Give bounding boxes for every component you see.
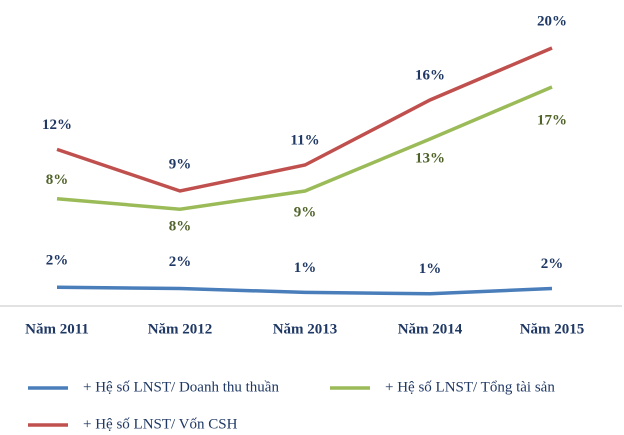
data-label: 8% xyxy=(169,219,192,235)
data-label: 1% xyxy=(419,261,442,277)
x-tick-label: Năm 2014 xyxy=(398,321,463,337)
data-label: 16% xyxy=(415,67,445,83)
data-label: 2% xyxy=(541,256,564,272)
data-label: 2% xyxy=(169,254,192,270)
data-label: 12% xyxy=(42,117,72,133)
series-line xyxy=(56,46,553,193)
data-label: 20% xyxy=(537,13,567,29)
data-label: 11% xyxy=(290,132,319,148)
series-line xyxy=(56,285,553,296)
data-label: 13% xyxy=(415,150,445,166)
series-line xyxy=(56,85,553,211)
data-label: 17% xyxy=(537,112,567,128)
data-label: 8% xyxy=(46,172,69,188)
data-label: 1% xyxy=(294,260,317,276)
data-label: 9% xyxy=(294,204,317,220)
legend-label: + Hệ số LNST/ Tổng tài sản xyxy=(385,379,555,395)
data-label: 9% xyxy=(169,156,192,172)
x-tick-label: Năm 2011 xyxy=(25,321,89,337)
legend-label: + Hệ số LNST/ Vốn CSH xyxy=(83,416,238,432)
x-tick-label: Năm 2012 xyxy=(148,321,213,337)
x-tick-label: Năm 2013 xyxy=(273,321,338,337)
legend-label: + Hệ số LNST/ Doanh thu thuần xyxy=(83,379,279,395)
x-tick-label: Năm 2015 xyxy=(520,321,585,337)
data-label: 2% xyxy=(46,253,69,269)
